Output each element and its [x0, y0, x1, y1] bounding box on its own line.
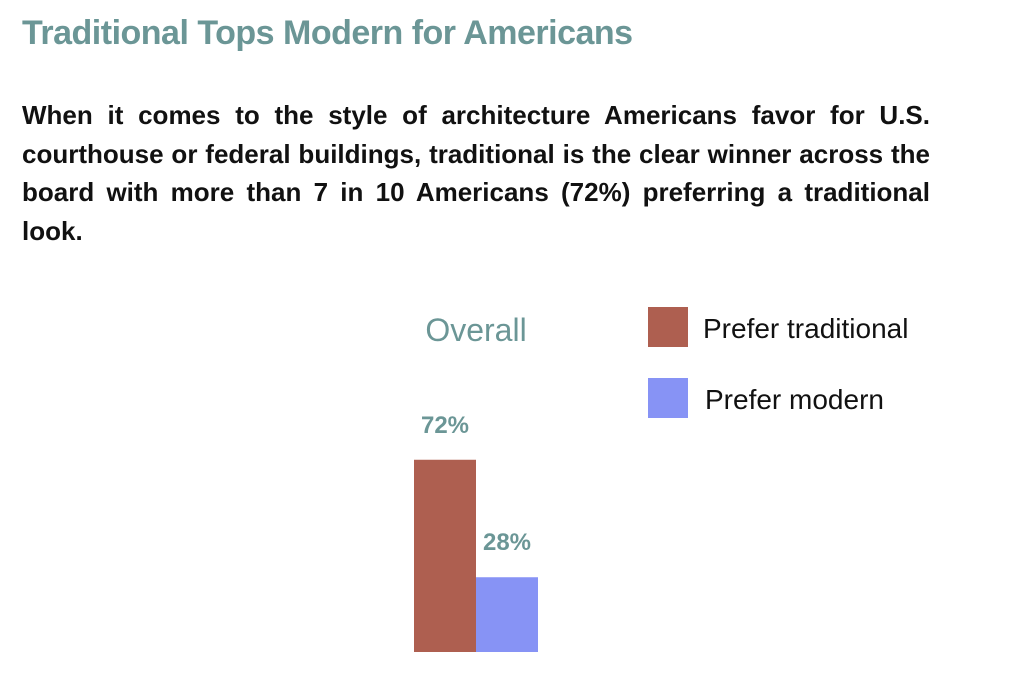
category-label-overall: Overall: [425, 312, 526, 348]
legend-swatch-prefer-modern: [648, 378, 688, 418]
legend-swatch-prefer-traditional: [648, 307, 688, 347]
intro-paragraph: When it comes to the style of architectu…: [22, 100, 930, 246]
bar-prefer-modern: [476, 577, 538, 652]
legend: Prefer traditional Prefer modern: [648, 307, 908, 418]
value-label-prefer-traditional: 72%: [421, 412, 469, 439]
legend-label-prefer-modern: Prefer modern: [705, 384, 884, 415]
value-label-prefer-modern: 28%: [483, 529, 531, 556]
bar-prefer-traditional: [414, 459, 476, 652]
page-title: Traditional Tops Modern for Americans: [22, 14, 633, 52]
legend-label-prefer-traditional: Prefer traditional: [703, 313, 908, 344]
